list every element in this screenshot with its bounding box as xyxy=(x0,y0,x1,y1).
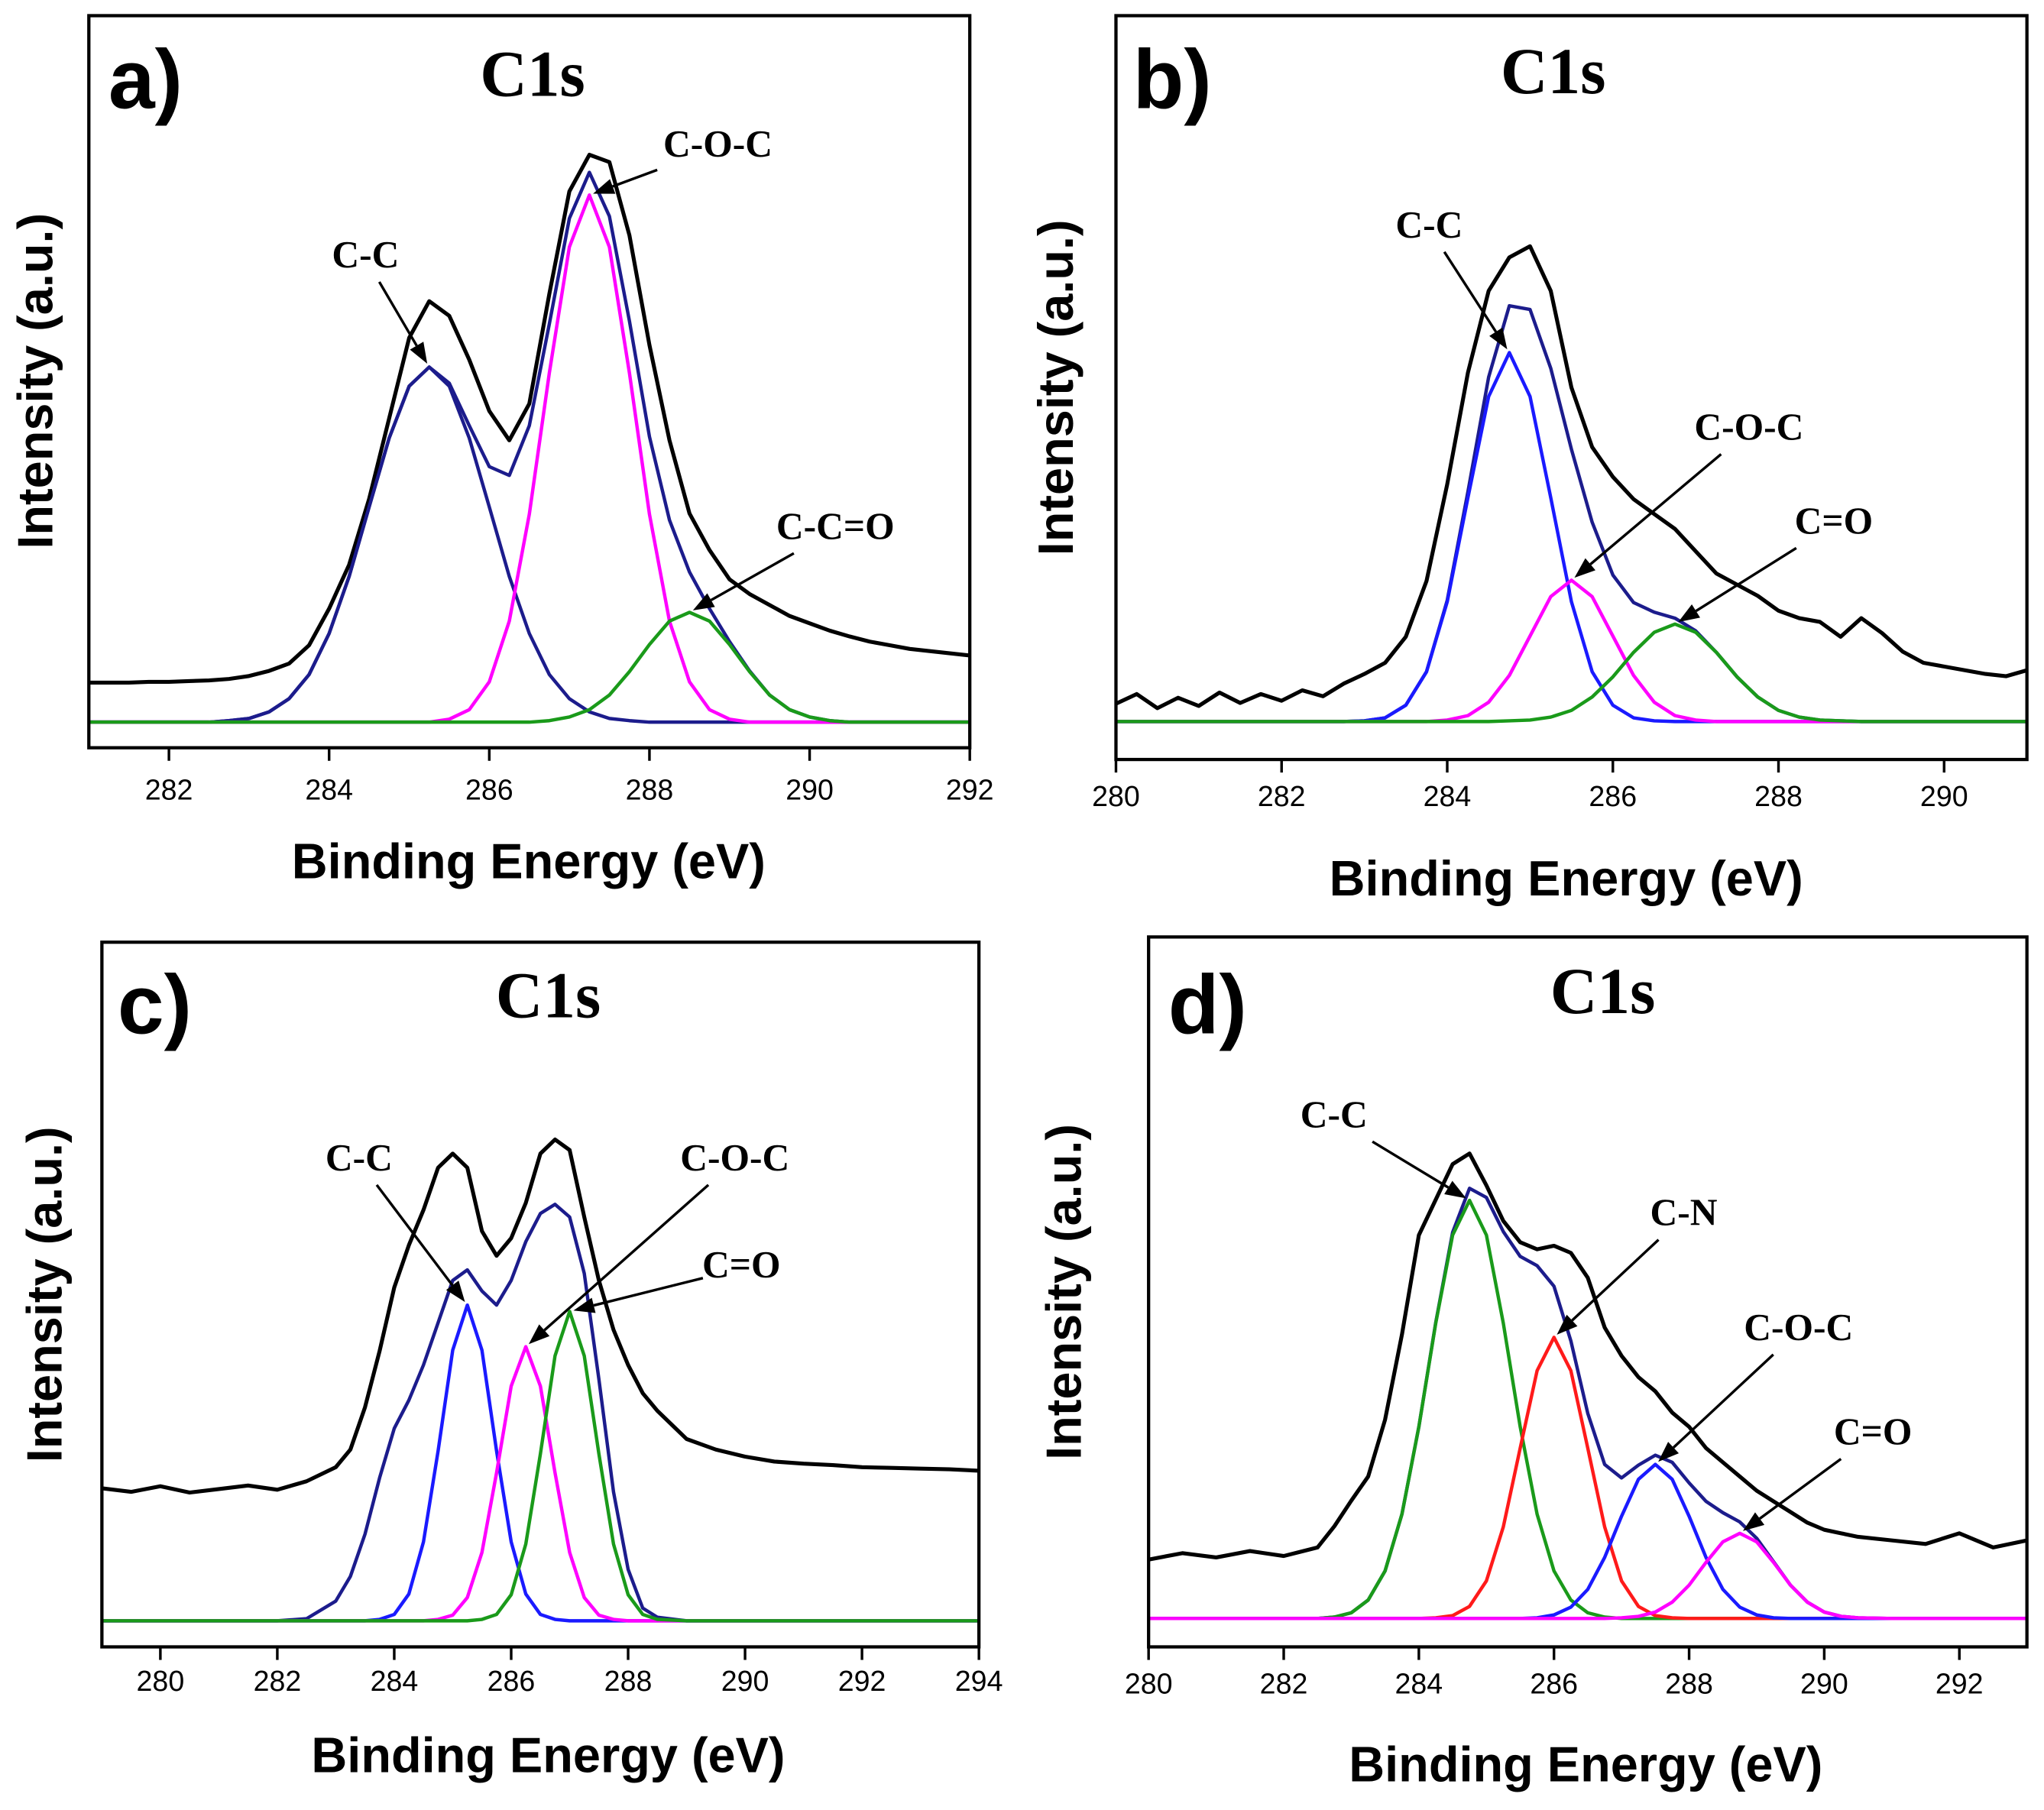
x-tick-label: 288 xyxy=(1665,1668,1713,1700)
data-line xyxy=(102,1310,980,1623)
arrow-head xyxy=(573,1297,596,1313)
x-tick-label: 282 xyxy=(145,774,193,806)
annotation-label: C-C xyxy=(1395,203,1463,245)
chart-title: C1s xyxy=(1550,956,1656,1028)
x-tick-label: 292 xyxy=(946,774,994,806)
annotation-arrow xyxy=(1571,1239,1660,1322)
arrow-head xyxy=(1444,1180,1466,1199)
x-tick-label: 284 xyxy=(371,1665,419,1697)
annotation-label: C-C=O xyxy=(776,505,895,547)
data-line xyxy=(89,610,970,724)
annotation-arrow xyxy=(1759,1458,1842,1520)
x-axis-label: Binding Energy (eV) xyxy=(311,1727,785,1783)
arrow-head xyxy=(1556,1314,1578,1335)
annotation-label: C-O-C xyxy=(680,1136,789,1178)
x-tick-label: 282 xyxy=(1260,1668,1308,1700)
x-tick-label: 294 xyxy=(955,1665,1003,1697)
annotation-label: C=O xyxy=(1795,500,1874,542)
x-tick-label: 292 xyxy=(838,1665,886,1697)
annotation-arrow xyxy=(612,168,658,188)
y-axis-label: Intensity (a.u.) xyxy=(8,213,63,549)
annotation-label: C-O-C xyxy=(1744,1307,1853,1349)
annotation-label: C=O xyxy=(1834,1410,1913,1452)
chart-title: C1s xyxy=(1501,36,1606,108)
data-line xyxy=(1116,622,2027,724)
arrow-head xyxy=(692,593,715,610)
annotation-label: C-O-C xyxy=(663,122,773,164)
annotation-label: C-C xyxy=(326,1136,393,1178)
arrow-head xyxy=(1678,604,1700,623)
x-tick-label: 290 xyxy=(1800,1668,1848,1700)
annotation-label: C-O-C xyxy=(1694,406,1803,448)
annotation-label: C=O xyxy=(702,1244,780,1286)
arrow-head xyxy=(1574,558,1595,578)
x-tick-label: 282 xyxy=(254,1665,302,1697)
x-tick-label: 286 xyxy=(488,1665,536,1697)
x-tick-label: 286 xyxy=(1530,1668,1578,1700)
plot-frame xyxy=(1147,935,2029,1649)
annotation-label: C-C xyxy=(1301,1093,1368,1135)
x-axis-label: Binding Energy (eV) xyxy=(1349,1736,1822,1792)
x-tick-label: 288 xyxy=(1754,780,1803,812)
x-tick-label: 292 xyxy=(1935,1668,1984,1700)
panel-label: c) xyxy=(118,959,192,1052)
chart-title: C1s xyxy=(496,960,601,1031)
data-line xyxy=(102,1137,980,1495)
panel-label: a) xyxy=(109,34,183,127)
arrow-head xyxy=(1742,1512,1765,1531)
panel-label: d) xyxy=(1168,959,1247,1052)
arrow-head xyxy=(1489,327,1508,350)
chart-title: C1s xyxy=(480,38,585,110)
arrow-head xyxy=(528,1324,550,1345)
annotation-arrow xyxy=(1372,1140,1450,1189)
arrow-head xyxy=(410,342,428,364)
y-axis-label: Intensity (a.u.) xyxy=(1028,219,1084,555)
data-line xyxy=(1148,1151,2028,1562)
x-tick-label: 288 xyxy=(604,1665,653,1697)
arrow-head xyxy=(1658,1442,1680,1462)
panel-label: b) xyxy=(1133,34,1212,127)
x-axis-label: Binding Energy (eV) xyxy=(292,834,766,889)
annotation-label: C-C xyxy=(332,234,399,276)
x-tick-label: 290 xyxy=(786,774,834,806)
arrow-head xyxy=(445,1281,465,1303)
data-line xyxy=(89,152,970,685)
annotation-arrow xyxy=(710,552,795,601)
x-axis-label: Binding Energy (eV) xyxy=(1330,850,1803,906)
y-axis-label: Intensity (a.u.) xyxy=(1035,1124,1091,1460)
x-tick-label: 284 xyxy=(1395,1668,1443,1700)
x-tick-label: 282 xyxy=(1258,780,1306,812)
annotation-arrow xyxy=(1589,453,1722,565)
arrow-head xyxy=(593,179,616,194)
x-tick-label: 290 xyxy=(1920,780,1968,812)
x-tick-label: 280 xyxy=(137,1665,185,1697)
x-tick-label: 286 xyxy=(465,774,513,806)
data-line xyxy=(1115,244,2028,711)
annotation-arrow xyxy=(593,1277,704,1307)
data-line xyxy=(1148,1531,2027,1621)
x-tick-label: 286 xyxy=(1589,780,1637,812)
annotation-arrow xyxy=(543,1183,710,1332)
annotation-arrow xyxy=(375,1183,454,1287)
annotation-label: C-N xyxy=(1650,1191,1717,1233)
annotation-arrow xyxy=(1672,1353,1774,1449)
x-tick-label: 290 xyxy=(721,1665,769,1697)
x-tick-label: 280 xyxy=(1125,1668,1173,1700)
x-tick-label: 280 xyxy=(1092,780,1140,812)
x-tick-label: 284 xyxy=(305,774,353,806)
annotation-arrow xyxy=(377,281,418,347)
annotation-arrow xyxy=(1695,546,1797,613)
y-axis-label: Intensity (a.u.) xyxy=(16,1126,72,1462)
x-tick-label: 288 xyxy=(626,774,674,806)
plot-frame xyxy=(1114,14,2029,762)
plot-frame xyxy=(87,14,972,750)
annotation-arrow xyxy=(1443,251,1498,333)
x-tick-label: 284 xyxy=(1424,780,1472,812)
plot-frame xyxy=(100,941,981,1649)
